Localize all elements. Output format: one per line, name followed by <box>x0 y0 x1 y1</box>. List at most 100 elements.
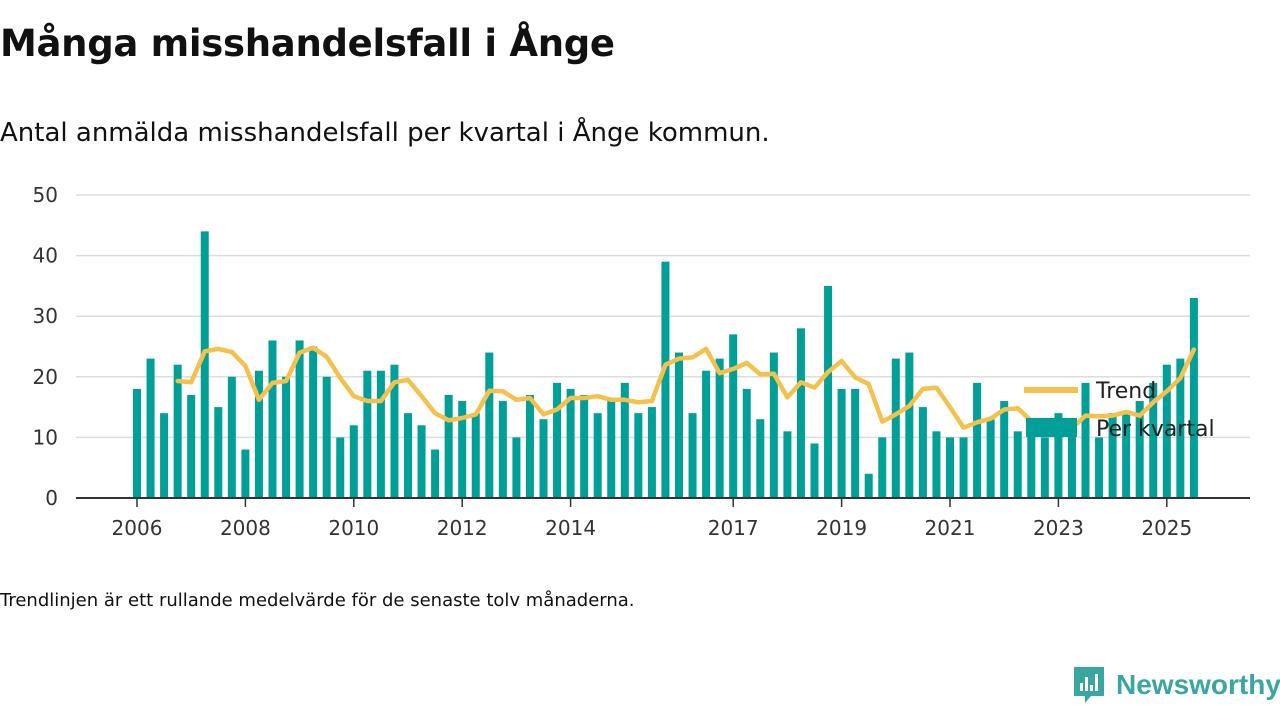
x-tick-label: 2023 <box>1033 516 1084 540</box>
bar <box>227 376 236 498</box>
bar <box>1108 413 1117 498</box>
bar <box>851 388 860 498</box>
bar <box>1027 431 1036 498</box>
bar <box>376 370 385 498</box>
legend-swatch-per-kvartal <box>1026 418 1077 437</box>
bar <box>756 419 765 498</box>
bar <box>1000 401 1009 498</box>
bar <box>349 425 358 498</box>
bar <box>295 340 304 498</box>
bar <box>1122 413 1131 498</box>
x-tick-label: 2019 <box>816 516 867 540</box>
trend-series <box>175 345 1197 431</box>
bar <box>607 401 616 498</box>
bar <box>796 328 805 498</box>
bar <box>1176 358 1185 498</box>
chart-title: Många misshandelsfall i Ånge <box>0 22 615 65</box>
bar <box>539 419 548 498</box>
bar <box>1162 364 1171 498</box>
y-tick-label: 50 <box>33 183 58 207</box>
bar <box>702 370 711 498</box>
bar <box>729 334 738 498</box>
bar <box>417 425 426 498</box>
bar <box>769 352 778 498</box>
y-axis-ticks: 0 10 20 30 40 50 <box>33 183 58 510</box>
bar <box>1013 431 1022 498</box>
bar <box>1081 382 1090 498</box>
x-axis-ticks: 2006 2008 2010 2012 2014 2017 2019 2021 2023 2025 <box>112 498 1192 540</box>
bar <box>959 437 968 498</box>
bar <box>837 388 846 498</box>
bar <box>322 376 331 498</box>
y-tick-label: 40 <box>33 244 58 268</box>
y-tick-label: 10 <box>33 425 58 449</box>
y-tick-label: 20 <box>33 365 58 389</box>
legend-label-trend: Trend <box>1095 379 1156 404</box>
bar <box>675 352 683 498</box>
bar <box>485 352 494 498</box>
x-tick-label: 2014 <box>545 516 596 540</box>
bar <box>1067 431 1076 498</box>
bar <box>864 473 873 498</box>
bar <box>932 431 941 498</box>
bar <box>634 413 643 498</box>
bar <box>891 358 900 498</box>
y-tick-label: 30 <box>33 304 58 328</box>
bar <box>824 285 833 498</box>
bar <box>254 370 263 498</box>
x-tick-label: 2025 <box>1141 516 1192 540</box>
bar <box>187 394 196 498</box>
bar <box>566 388 575 498</box>
newsworthy-logo[interactable]: Newsworthy <box>1072 664 1280 706</box>
bar <box>146 358 155 498</box>
bar <box>973 382 982 498</box>
y-tick-label: 0 <box>45 486 58 510</box>
bar <box>282 376 291 498</box>
bar <box>580 394 589 498</box>
bar <box>525 394 534 498</box>
x-tick-label: 2021 <box>925 516 976 540</box>
bar <box>783 431 792 498</box>
chart-subtitle: Antal anmälda misshandelsfall per kvarta… <box>0 118 770 148</box>
newsworthy-logo-text: Newsworthy <box>1116 669 1280 700</box>
bar <box>1149 382 1158 498</box>
x-tick-label: 2012 <box>437 516 488 540</box>
x-tick-label: 2008 <box>220 516 271 540</box>
bar <box>905 352 914 498</box>
legend: Trend Per kvartal <box>1024 379 1215 442</box>
bar <box>268 340 277 498</box>
bar <box>390 364 399 498</box>
footnote: Trendlinjen är ett rullande medelvärde f… <box>0 590 635 611</box>
bar <box>946 437 954 498</box>
bar <box>214 407 223 498</box>
bar <box>160 413 169 498</box>
bar <box>444 394 453 498</box>
bar-series-per-kvartal <box>133 231 1198 499</box>
bar <box>512 437 521 498</box>
bar <box>553 382 562 498</box>
bar <box>431 449 440 498</box>
bar <box>661 261 670 498</box>
trend-line <box>175 345 1197 431</box>
legend-label-per-kvartal: Per kvartal <box>1096 417 1215 442</box>
bar <box>688 413 697 498</box>
bar <box>200 231 209 499</box>
bar-chart: 0 10 20 30 40 50 2006 2008 2010 2012 2014 2017 2019… <box>33 183 1250 540</box>
legend-swatch-trend <box>1024 387 1078 393</box>
bar <box>458 401 467 498</box>
bar <box>986 419 995 498</box>
newsworthy-logo-icon <box>1074 667 1104 703</box>
bar <box>404 413 412 498</box>
bar <box>647 407 656 498</box>
bar <box>309 346 318 498</box>
bar <box>363 370 372 498</box>
bar <box>918 407 927 498</box>
bar <box>1054 413 1063 498</box>
bar <box>336 437 345 498</box>
bar <box>498 401 507 498</box>
bar <box>1135 401 1144 498</box>
bar <box>241 449 250 498</box>
bar <box>471 413 480 498</box>
bar <box>133 388 141 498</box>
bar <box>742 388 751 498</box>
